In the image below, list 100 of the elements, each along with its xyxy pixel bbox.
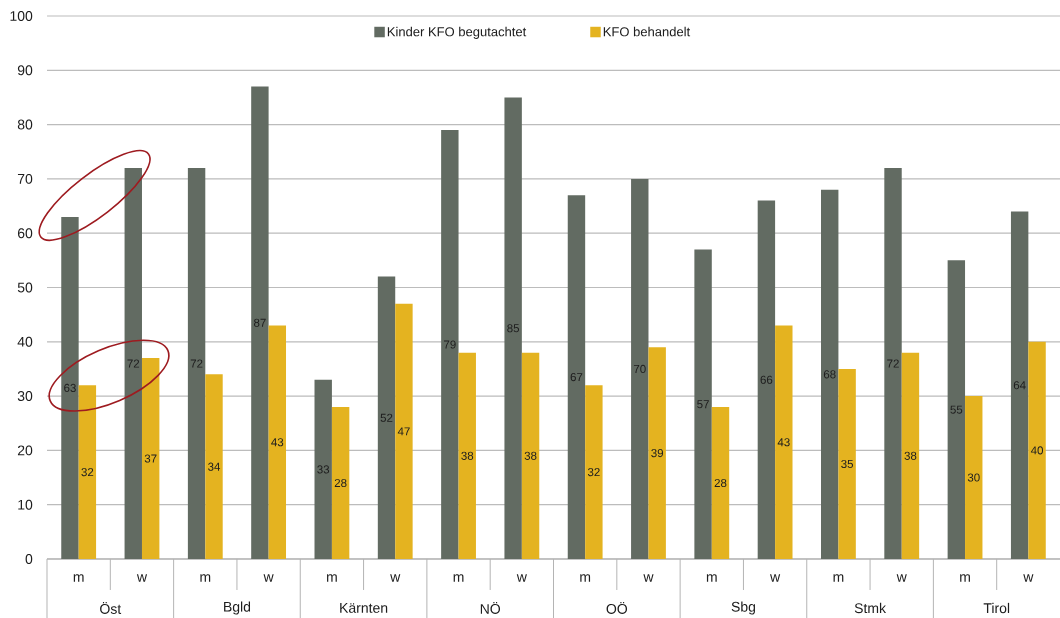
bar [1028,341,1046,559]
data-label: 85 [507,324,520,333]
data-label: 35 [841,459,854,469]
legend-label: Kinder KFO begutachtet [387,26,527,39]
bar [521,352,540,559]
bar [947,260,966,559]
bar [567,195,586,559]
bar [775,325,793,559]
y-tick-label: 100 [10,11,33,21]
y-tick-label: 40 [17,336,33,347]
y-tick-label: 30 [17,391,33,402]
x-tick-label: w [390,574,401,582]
data-label: 55 [950,405,963,414]
x-tick-label: m [960,574,970,582]
text: OÖ [606,602,628,614]
bar [314,379,332,559]
bar [124,168,142,559]
bar [331,406,350,559]
data-label: 72 [190,359,203,368]
y-tick-label: 70 [17,173,33,184]
x-tick-label: m [580,574,591,582]
y-tick-label: 20 [17,445,33,456]
x-tick-label: w [516,574,527,582]
text: NÖ [480,602,501,614]
data-label: 87 [254,318,266,327]
x-tick-label: m [453,574,464,582]
bar [251,86,269,559]
bar [757,200,776,559]
data-label: 79 [444,340,456,349]
bar [884,168,902,559]
data-label: 40 [1030,446,1044,455]
text: Sbg [731,601,756,615]
y-tick-label: 90 [17,65,33,76]
x-tick-label: w [263,574,274,582]
text: Öst [100,602,122,614]
bar [205,374,223,559]
x-tick-label: w [896,574,907,582]
x-tick-label: w [136,574,148,582]
x-tick-label: m [73,574,84,582]
data-label: 63 [64,383,76,393]
x-tick-label: w [643,574,654,582]
bar [441,130,459,559]
bar [141,358,160,559]
bar [187,168,206,559]
bar [965,396,983,559]
text: Tirol [983,602,1010,614]
data-label: 32 [81,468,94,477]
bar [78,385,97,559]
bar [821,189,839,559]
data-label: 38 [904,451,917,460]
bar [838,368,856,559]
x-tick-label: w [1023,574,1034,582]
x-tick-label: w [770,574,781,582]
x-tick-label: m [327,574,337,582]
data-label: 33 [317,465,330,474]
bar [268,325,287,559]
data-label: 68 [823,370,836,379]
x-tick-label: m [706,574,717,582]
data-label: 57 [697,400,709,409]
text: Stmk [854,602,887,614]
y-tick-label: 10 [18,499,33,510]
data-label: 30 [967,473,980,482]
data-label: 28 [714,478,727,488]
bar [458,352,476,559]
y-tick-label: 50 [17,282,33,293]
legend-label: KFO behandelt [603,26,691,37]
data-label: 38 [524,451,537,460]
bar [901,352,920,559]
bar [1010,211,1029,559]
data-label: 52 [380,413,393,422]
data-label: 47 [397,427,410,436]
data-label: 28 [334,478,347,488]
data-label: 43 [777,438,790,447]
x-tick-label: m [200,574,211,582]
bar [377,276,396,559]
y-tick-label: 0 [25,554,33,564]
data-label: 43 [271,438,284,447]
bar [694,249,712,559]
data-label: 38 [461,451,474,460]
bar [585,385,603,559]
y-tick-label: 80 [17,119,33,130]
data-label: 32 [587,468,600,477]
data-label: 67 [570,373,583,382]
text: Kärnten [340,603,388,613]
data-label: 72 [887,359,899,368]
y-tick-label: 60 [17,228,33,239]
bar [61,216,79,559]
bar [648,347,666,559]
data-label: 39 [651,449,664,458]
x-tick-label: m [833,574,844,582]
data-label: 70 [633,364,646,373]
bar [504,97,522,559]
bar [395,303,413,559]
data-label: 66 [760,375,773,384]
data-label: 34 [208,462,221,471]
text: Bgld [224,601,251,615]
bar [711,406,730,559]
data-label: 72 [127,359,140,368]
data-label: 64 [1013,381,1026,390]
bar [631,178,649,559]
